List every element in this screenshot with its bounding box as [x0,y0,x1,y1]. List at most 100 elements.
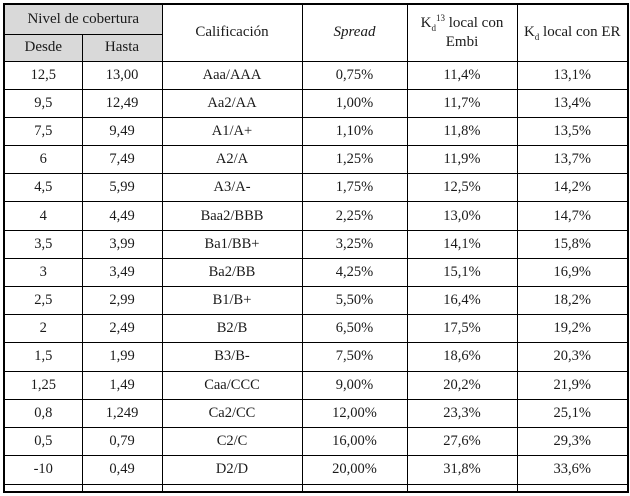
table-cell: 0,75% [301,60,408,90]
table-cell: 1,00% [301,88,408,118]
table-cell: 15,1% [406,257,518,288]
table-cell: 1,49 [81,370,163,400]
table-cell: 16,4% [406,285,518,316]
table-row: 1,25 1,49 Caa/CCC 9,00% 20,2% 21,9% [3,370,629,400]
coverage-rating-table: Nivel de cobertura Calificación Spread K… [3,3,629,493]
table-cell: 0,79 [81,426,163,457]
table-cell: 14,1% [406,229,518,259]
table-cell: Aa2/AA [161,88,303,118]
table-cell: 11,8% [406,116,518,147]
table-cell: 7,5 [3,116,83,147]
empty-cell [3,483,83,493]
table-row: 3,5 3,99 Ba1/BB+ 3,25% 14,1% 15,8% [3,229,629,259]
table-cell: Ca2/CC [161,398,303,428]
table-row: 3 3,49 Ba2/BB 4,25% 15,1% 16,9% [3,257,629,288]
table-cell: A1/A+ [161,116,303,147]
table-cell: 12,49 [81,88,163,118]
header-kd-local-con-er: Kd local con ER [516,3,629,62]
table-cell: 1,249 [81,398,163,428]
table-row: 2,5 2,99 B1/B+ 5,50% 16,4% 18,2% [3,285,629,316]
empty-cell [406,483,518,493]
table-cell: 2 [3,314,83,344]
kd-er-subscript: d [534,32,540,43]
table-cell: Caa/CCC [161,370,303,400]
table-cell: 2,49 [81,314,163,344]
table-row: 4,5 5,99 A3/A- 1,75% 12,5% 14,2% [3,173,629,203]
table-cell: 21,9% [516,370,629,400]
table-cell: 33,6% [516,455,629,485]
table-cell: 9,00% [301,370,408,400]
kd-er-base: K [523,24,535,41]
table-cell: 3 [3,257,83,288]
header-row-1: Nivel de cobertura Calificación Spread K… [3,3,629,62]
table-cell: 11,9% [406,145,518,175]
table-cell: Ba1/BB+ [161,229,303,259]
header-hasta: Hasta [81,33,163,62]
table-row: 12,5 13,00 Aaa/AAA 0,75% 11,4% 13,1% [3,60,629,90]
table-cell: 18,6% [406,342,518,372]
table-cell: 2,5 [3,285,83,316]
table-cell: 2,25% [301,201,408,231]
table-row: 4 4,49 Baa2/BBB 2,25% 13,0% 14,7% [3,201,629,231]
table-cell: 1,99 [81,342,163,372]
table-cell: 1,25% [301,145,408,175]
table-cell: A2/A [161,145,303,175]
table-cell: 23,3% [406,398,518,428]
table-cell: 3,49 [81,257,163,288]
table-cell: 31,8% [406,455,518,485]
table-cell: 13,0% [406,201,518,231]
table-cell: 13,7% [516,145,629,175]
empty-cell [516,483,629,493]
table-row: 7,5 9,49 A1/A+ 1,10% 11,8% 13,5% [3,116,629,147]
table-cell: 13,5% [516,116,629,147]
table-cell: 4 [3,201,83,231]
table-row: 2 2,49 B2/B 6,50% 17,5% 19,2% [3,314,629,344]
table-row: 1,5 1,99 B3/B- 7,50% 18,6% 20,3% [3,342,629,372]
header-row-2: Desde Hasta [3,33,628,62]
table-cell: 1,25 [3,370,83,400]
kd-embi-base: K [420,15,432,31]
table-cell: 12,00% [301,398,408,428]
table-cell: 4,49 [81,201,163,231]
table-cell: Aaa/AAA [161,60,303,90]
table-cell: A3/A- [161,173,303,203]
table-cell: 0,8 [3,398,83,428]
table-cell: 12,5 [3,60,83,90]
table-cell: 1,5 [3,342,83,372]
table-cell: 5,99 [81,173,163,203]
table-cell: 2,99 [81,285,163,316]
empty-cell [161,483,303,493]
table-cell: 20,00% [301,455,408,485]
header-spread: Spread [301,3,408,62]
table-row: 0,5 0,79 C2/C 16,00% 27,6% 29,3% [3,426,629,457]
table-cell: 13,1% [516,60,629,90]
table-header: Nivel de cobertura Calificación Spread K… [3,3,629,62]
table-cell: 20,2% [406,370,518,400]
table-cell: 13,4% [516,88,629,118]
table-row: 9,5 12,49 Aa2/AA 1,00% 11,7% 13,4% [3,88,629,118]
header-kd-local-con-embi: Kd13 local con Embi [406,3,518,62]
empty-cell [301,483,408,493]
table-cell: 7,49 [81,145,163,175]
table-row: 0,8 1,249 Ca2/CC 12,00% 23,3% 25,1% [3,398,629,428]
table-cell: 0,5 [3,426,83,457]
kd-embi-rest: local con Embi [445,15,504,50]
table-cell: 29,3% [516,426,629,457]
table-cell: 0,49 [81,455,163,485]
table-cell: B2/B [161,314,303,344]
table-cell: 14,7% [516,201,629,231]
table-cell: 7,50% [301,342,408,372]
table-cell: 16,9% [516,257,629,288]
table-cell: C2/C [161,426,303,457]
table-cell: 15,8% [516,229,629,259]
table-cell: 20,3% [516,342,629,372]
table-cell: B1/B+ [161,285,303,316]
empty-cell [81,483,163,493]
table-cell: 3,25% [301,229,408,259]
table-cell: 1,75% [301,173,408,203]
table-cell: -10 [3,455,83,485]
kd-embi-subscript: d [431,23,437,33]
table-cell: 16,00% [301,426,408,457]
table-cell: 6,50% [301,314,408,344]
